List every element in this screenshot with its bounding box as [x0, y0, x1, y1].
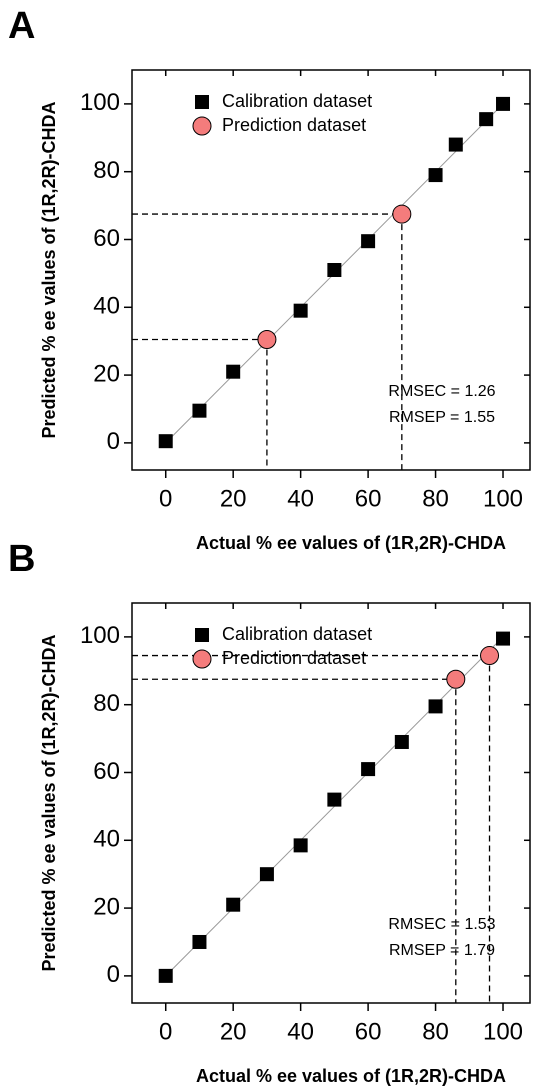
y-tick-label: 100	[80, 622, 120, 649]
plot-frame	[131, 602, 531, 1004]
calibration-point	[361, 762, 376, 777]
legend-marker	[195, 628, 209, 642]
calibration-point	[327, 263, 342, 277]
calibration-point	[496, 631, 511, 646]
prediction-point	[257, 329, 277, 349]
y-axis-label: Predicted % ee values of (1R,2R)-CHDA	[39, 634, 59, 971]
y-tick-label: 80	[93, 157, 120, 184]
annotation: RMSEP = 1.55	[389, 409, 495, 426]
calibration-point	[428, 168, 443, 183]
calibration-point	[479, 112, 494, 127]
y-tick-label: 0	[107, 961, 120, 988]
panel-label: A	[8, 5, 35, 47]
prediction-point	[392, 204, 412, 224]
legend-label: Calibration dataset	[222, 91, 372, 111]
calibration-point	[158, 434, 173, 449]
x-tick-label: 40	[287, 1018, 314, 1045]
x-tick-label: 60	[355, 485, 382, 512]
x-tick-label: 40	[287, 485, 314, 512]
x-tick-label: 80	[422, 1018, 449, 1045]
calibration-point	[226, 897, 241, 912]
y-tick-label: 80	[93, 690, 120, 717]
calibration-point	[192, 403, 207, 418]
prediction-point	[446, 669, 466, 689]
y-tick-label: 100	[80, 89, 120, 116]
prediction-point	[480, 646, 500, 666]
calibration-point	[293, 838, 308, 853]
annotation: RMSEC = 1.26	[388, 383, 495, 400]
x-axis-label: Actual % ee values of (1R,2R)-CHDA	[196, 533, 506, 553]
calibration-point	[394, 734, 409, 749]
legend-label: Prediction dataset	[222, 115, 366, 135]
annotation: RMSEC = 1.53	[388, 916, 495, 933]
calibration-point	[361, 234, 376, 249]
annotation: RMSEP = 1.79	[389, 942, 495, 959]
calibration-point	[293, 303, 308, 318]
x-tick-label: 20	[220, 1018, 247, 1045]
calibration-point	[496, 96, 511, 111]
y-tick-label: 0	[107, 428, 120, 455]
legend-marker	[192, 116, 212, 136]
x-tick-label: 80	[422, 485, 449, 512]
legend-label: Prediction dataset	[222, 648, 366, 668]
x-tick-label: 20	[220, 485, 247, 512]
y-tick-label: 60	[93, 758, 120, 785]
panel-label: B	[8, 538, 35, 580]
legend-label: Calibration dataset	[222, 624, 372, 644]
x-tick-label: 100	[483, 1018, 523, 1045]
y-tick-label: 20	[93, 360, 120, 387]
calibration-point	[428, 699, 443, 714]
y-tick-label: 40	[93, 293, 120, 320]
y-axis-label: Predicted % ee values of (1R,2R)-CHDA	[39, 101, 59, 438]
x-axis-label: Actual % ee values of (1R,2R)-CHDA	[196, 1066, 506, 1086]
calibration-point	[192, 934, 207, 949]
calibration-point	[448, 137, 463, 152]
calibration-point	[226, 364, 241, 379]
calibration-point	[259, 867, 274, 882]
x-tick-label: 0	[159, 1018, 172, 1045]
x-tick-label: 0	[159, 485, 172, 512]
x-tick-label: 100	[483, 485, 523, 512]
calibration-point	[327, 792, 342, 807]
plot-frame	[131, 69, 531, 471]
x-tick-label: 60	[355, 1018, 382, 1045]
legend-marker	[192, 649, 212, 669]
calibration-point	[158, 968, 173, 983]
y-tick-label: 40	[93, 826, 120, 853]
y-tick-label: 60	[93, 225, 120, 252]
y-tick-label: 20	[93, 893, 120, 920]
legend-marker	[195, 95, 209, 109]
